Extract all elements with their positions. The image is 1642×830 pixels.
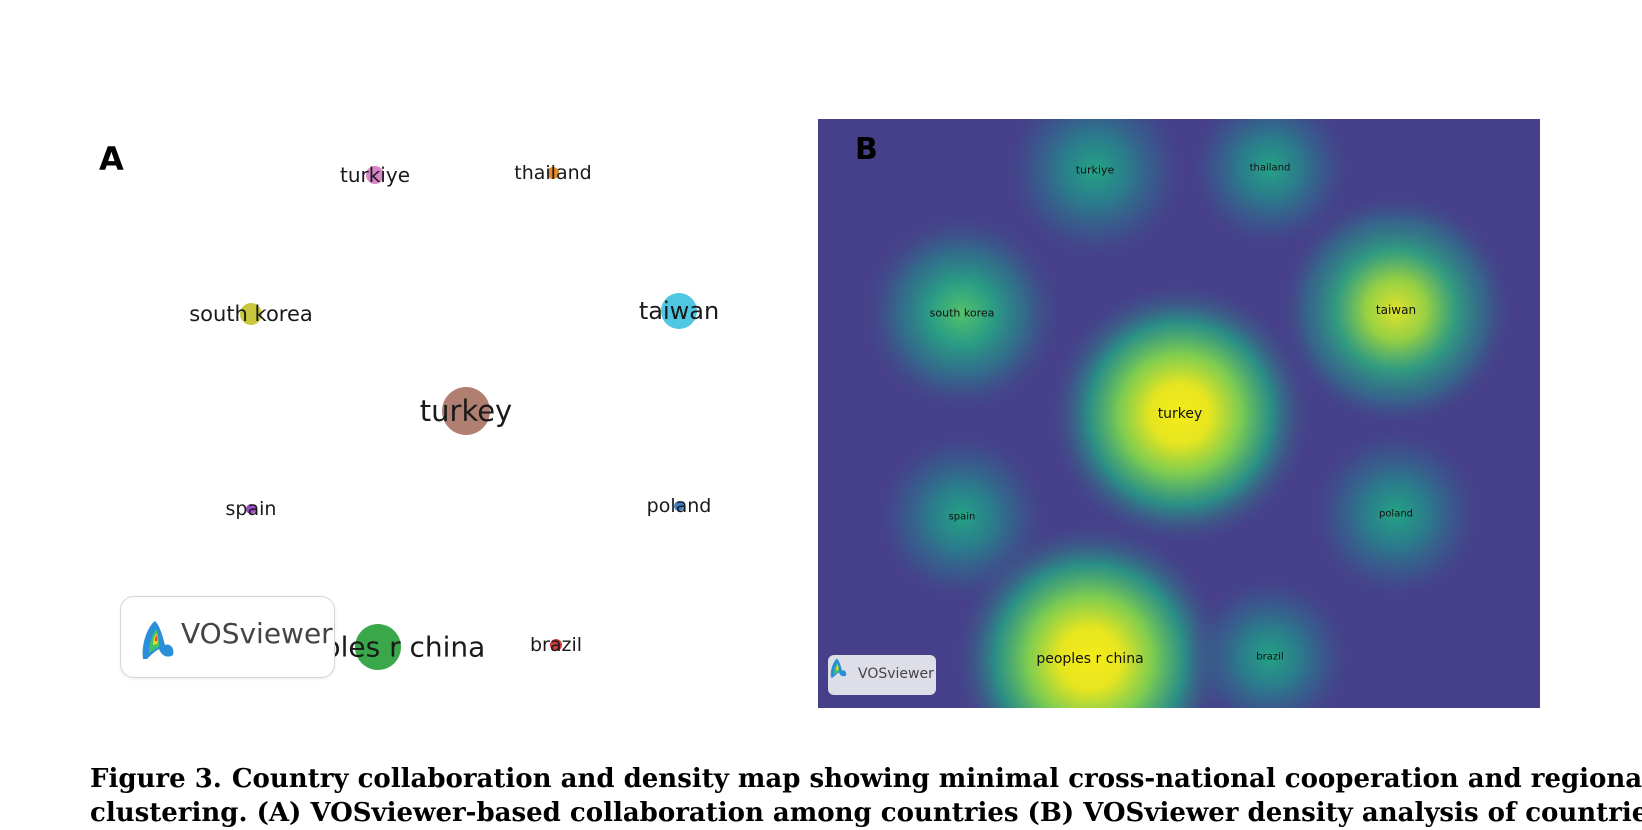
- node-label-turkiye: turkiye: [339, 163, 411, 187]
- node-bubble-brazil: [550, 639, 562, 651]
- node-bubble-turkiye: [366, 166, 384, 184]
- density-blob-poland: [1306, 424, 1486, 604]
- vosviewer-icon: [142, 621, 174, 659]
- density-label-taiwan: taiwan: [1375, 303, 1417, 317]
- density-label-thailand: thailand: [1249, 162, 1291, 174]
- caption-line-1-text: Country collaboration and density map sh…: [231, 764, 1642, 794]
- vosviewer-logo-small-text: VOSviewer: [858, 666, 934, 682]
- node-label-turkey: turkey: [419, 394, 513, 428]
- node-label-brazil: brazil: [529, 634, 583, 656]
- density-blob-thailand: [1185, 119, 1355, 253]
- density-blob-brazil: [1185, 572, 1355, 708]
- vosviewer-logo-small: VOSviewer: [828, 655, 936, 695]
- density-label-south-korea: south korea: [929, 306, 995, 320]
- density-label-poland: poland: [1378, 508, 1414, 520]
- node-label-thailand: thailand: [514, 162, 592, 184]
- node-bubble-spain: [246, 504, 256, 514]
- node-bubble-poland: [674, 501, 684, 511]
- density-blob-turkiye: [1000, 119, 1190, 265]
- density-blob-peoples-r-china: [950, 519, 1230, 708]
- node-bubble-turkey: [442, 387, 490, 435]
- node-bubble-taiwan: [661, 293, 697, 329]
- node-label-south-korea: south korea: [189, 302, 313, 326]
- vosviewer-logo: VOSviewer: [120, 596, 335, 678]
- node-bubble-south-korea: [240, 303, 262, 325]
- density-label-peoples-r-china: peoples r china: [1036, 651, 1144, 667]
- density-label-brazil: brazil: [1256, 651, 1284, 663]
- collaboration-network-panel: A turkiye thailand south korea taiwan turkey…: [0, 0, 800, 720]
- node-bubble-peoples-r-china: [355, 624, 401, 670]
- node-label-taiwan: taiwan: [638, 297, 720, 325]
- vosviewer-logo-text: VOSviewer: [181, 617, 333, 650]
- panel-b-letter: B: [855, 132, 878, 167]
- caption-line-2: clustering. (A) VOSviewer-based collabor…: [90, 798, 1642, 828]
- vosviewer-icon: [830, 658, 847, 678]
- density-blob-south-korea: [857, 208, 1067, 418]
- density-label-spain: spain: [948, 511, 976, 523]
- density-blob-turkey: [1045, 279, 1315, 549]
- caption-line-1: Figure 3. Country collaboration and densi…: [90, 762, 1642, 796]
- node-label-poland: poland: [646, 495, 712, 517]
- density-map: [857, 119, 1516, 708]
- figure-number: Figure 3.: [90, 764, 222, 794]
- node-label-spain: spain: [225, 498, 277, 520]
- density-blob-taiwan: [1276, 190, 1516, 430]
- density-label-turkey: turkey: [1157, 406, 1203, 422]
- node-bubble-thailand: [547, 167, 559, 179]
- density-label-turkiye: turkiye: [1075, 163, 1115, 177]
- density-map-panel: turkiye thailand south korea taiwan turkey sp…: [818, 119, 1540, 708]
- panel-a-letter: A: [99, 140, 124, 178]
